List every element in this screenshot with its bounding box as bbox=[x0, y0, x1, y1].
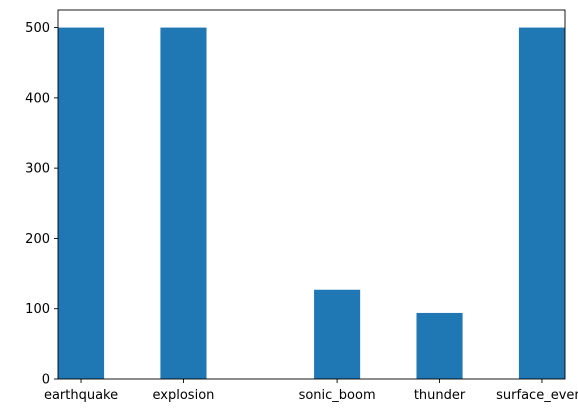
x-ticks-group: earthquake explosion sonic_boom thunder surf… bbox=[44, 379, 578, 403]
y-tick-label: 500 bbox=[25, 21, 50, 36]
bar-thunder bbox=[416, 312, 463, 379]
x-tick-label: thunder bbox=[414, 388, 466, 403]
bar-earthquake bbox=[58, 27, 105, 379]
y-tick-label: 300 bbox=[25, 162, 50, 177]
y-tick-label: 200 bbox=[25, 232, 50, 247]
axes-group bbox=[57, 9, 566, 380]
bar-sonic_boom bbox=[314, 289, 361, 379]
plot-frame bbox=[57, 9, 566, 380]
x-tick-label: explosion bbox=[153, 388, 215, 403]
y-tick-label: 100 bbox=[25, 302, 50, 317]
y-tick-label: 400 bbox=[25, 91, 50, 106]
x-tick-label: sonic_boom bbox=[299, 388, 376, 403]
x-tick-label: earthquake bbox=[44, 388, 118, 403]
x-tick-label: surface_event bbox=[496, 388, 578, 403]
y-ticks-group: 0 100 200 300 400 500 bbox=[25, 21, 58, 388]
bar-surface_event bbox=[518, 27, 565, 379]
bars-group bbox=[58, 27, 565, 379]
bar-explosion bbox=[160, 27, 207, 379]
y-tick-label: 0 bbox=[42, 373, 50, 388]
